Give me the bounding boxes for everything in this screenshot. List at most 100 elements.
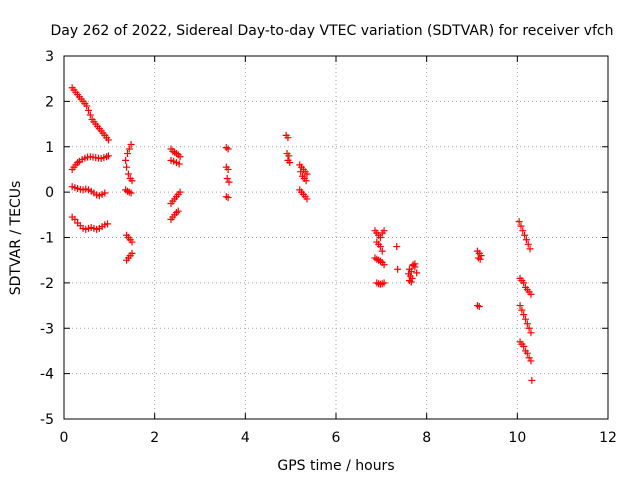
x-tick-label: 6 <box>332 430 341 446</box>
data-point <box>515 218 523 226</box>
y-tick-label: -2 <box>40 276 54 292</box>
data-point <box>286 159 294 167</box>
data-point <box>407 278 415 286</box>
y-tick-label: -4 <box>40 367 54 383</box>
x-tick-label: 2 <box>150 430 159 446</box>
data-point <box>523 349 531 357</box>
data-point <box>84 106 92 114</box>
data-point <box>409 262 417 270</box>
data-point <box>127 189 135 197</box>
data-point <box>123 187 131 195</box>
data-point <box>373 279 381 287</box>
data-point <box>520 279 528 287</box>
data-point <box>380 279 388 287</box>
x-tick-label: 0 <box>60 430 69 446</box>
data-point <box>522 236 530 244</box>
data-point <box>83 102 91 110</box>
data-point <box>297 168 305 176</box>
data-point <box>413 269 421 277</box>
data-point <box>86 111 94 119</box>
data-point <box>176 188 184 196</box>
data-point <box>525 354 533 362</box>
data-point <box>128 238 136 246</box>
data-point <box>475 302 483 310</box>
data-point <box>394 265 402 273</box>
data-point <box>124 170 132 178</box>
data-point <box>174 207 182 215</box>
data-point <box>128 249 136 257</box>
x-tick-label: 8 <box>422 430 431 446</box>
data-point <box>302 177 310 185</box>
y-tick-label: 1 <box>45 140 54 156</box>
data-point <box>222 193 230 201</box>
data-point <box>520 342 528 350</box>
data-point <box>376 243 384 251</box>
data-point <box>526 245 534 253</box>
data-point <box>380 227 388 235</box>
data-point <box>104 220 112 228</box>
y-axis-label: SDTVAR / TECUs <box>8 181 24 296</box>
data-point <box>104 152 112 160</box>
data-point <box>523 320 531 328</box>
data-point <box>521 315 529 323</box>
data-point <box>519 227 527 235</box>
data-point <box>376 257 384 265</box>
data-point <box>303 195 311 203</box>
x-tick-label: 12 <box>599 430 617 446</box>
grid-lines <box>64 56 608 419</box>
data-point <box>378 280 386 288</box>
data-point <box>517 222 525 230</box>
y-tick-label: 3 <box>45 49 54 65</box>
data-point <box>473 302 481 310</box>
data-point <box>524 240 532 248</box>
data-point <box>516 302 524 310</box>
data-point <box>527 290 535 298</box>
x-tick-label: 10 <box>508 430 526 446</box>
data-point <box>521 231 529 239</box>
data-point <box>528 376 536 384</box>
data-point <box>101 189 109 197</box>
data-point <box>527 329 535 337</box>
data-point <box>175 160 183 168</box>
data-point <box>411 260 419 268</box>
data-point <box>224 194 232 202</box>
data-point <box>128 177 136 185</box>
data-point <box>223 175 231 183</box>
data-point <box>224 165 232 173</box>
data-point <box>373 255 381 263</box>
y-tick-label: 0 <box>45 185 54 201</box>
data-point <box>123 150 131 158</box>
y-tick-label: -3 <box>40 321 54 337</box>
chart-title: Day 262 of 2022, Sidereal Day-to-day VTE… <box>50 23 613 39</box>
data-point <box>176 153 184 161</box>
data-point <box>222 144 230 152</box>
x-tick-label: 4 <box>241 430 250 446</box>
data-point <box>527 357 535 365</box>
y-tick-label: -1 <box>40 231 54 247</box>
data-point <box>476 255 484 263</box>
data-point <box>518 306 526 314</box>
y-tick-label: -5 <box>40 412 54 428</box>
data-point <box>285 152 293 160</box>
data-point <box>122 156 130 164</box>
data-point <box>104 136 112 144</box>
data-point <box>378 247 386 255</box>
data-point <box>407 268 415 276</box>
data-point <box>125 145 133 153</box>
data-point <box>376 234 384 241</box>
x-axis-label: GPS time / hours <box>277 458 394 474</box>
data-point <box>520 311 528 319</box>
data-point <box>123 163 131 171</box>
data-point <box>284 134 292 142</box>
data-point <box>393 243 401 251</box>
data-point <box>71 215 79 223</box>
data-point <box>303 170 311 178</box>
data-point <box>225 178 233 186</box>
data-point <box>525 324 533 332</box>
y-tick-label: 2 <box>45 94 54 110</box>
data-point <box>224 145 232 153</box>
data-points <box>68 84 536 384</box>
data-point <box>127 140 135 148</box>
